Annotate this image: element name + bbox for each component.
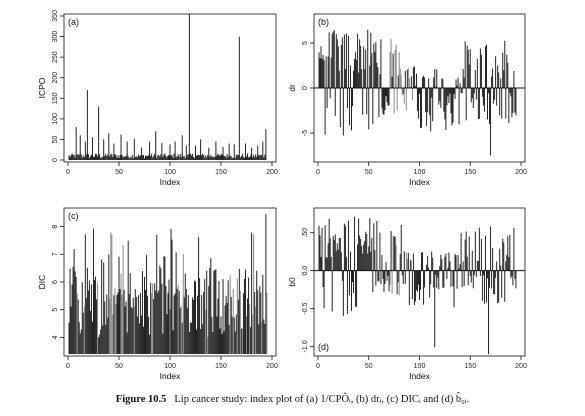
y-tick-label: 50 [52, 135, 59, 143]
y-tick-label: 7 [52, 252, 59, 256]
x-tick-label: 50 [115, 169, 123, 176]
x-tick-label: 150 [215, 169, 227, 176]
x-axis-label: Index [409, 371, 431, 381]
x-tick-label: 100 [164, 169, 176, 176]
y-tick-label: 8 [52, 225, 59, 229]
panel-3: 0 50 100 150 200 -1.0 -0.5 0.0 .50 Index b0 (d) [287, 207, 527, 381]
x-tick-label: 100 [164, 363, 176, 370]
caption-text: Lip cancer study: index plot of (a) 1/CP… [174, 394, 470, 405]
y-tick-label: 5 [52, 308, 59, 312]
x-tick-label: 0 [66, 169, 70, 176]
y-tick-label: 150 [52, 92, 59, 104]
panel-label: (a) [68, 17, 79, 27]
y-tick-label: 0 [52, 158, 59, 162]
y-axis-label: dr [287, 84, 297, 92]
bar-marks [318, 216, 517, 354]
y-axis-label: b0 [287, 277, 297, 287]
panel-label: (b) [318, 17, 329, 27]
y-tick-label: 5 [302, 41, 309, 45]
x-axis-label: Index [409, 177, 431, 187]
y-tick-label: 100 [52, 113, 59, 125]
y-tick-label: 4 [52, 335, 59, 339]
x-axis-label: Index [160, 371, 182, 381]
panel-2: 0 50 100 150 200 4 5 6 7 8 Index DIC (c) [37, 207, 278, 381]
x-tick-label: 0 [66, 363, 70, 370]
y-tick-label: 6 [52, 280, 59, 284]
panel-1: 0 50 100 150 200 -5 0 5 Index dr (b) [287, 13, 527, 187]
bar-marks [68, 214, 268, 354]
y-tick-label: -0.5 [302, 302, 309, 314]
x-tick-label: 200 [515, 169, 527, 176]
panel-0: 0 50 100 150 200 0 50 100 150 200 250 300 350 Index IC… [37, 10, 278, 187]
caption-figure-label: Figure 10.5 [115, 394, 167, 405]
x-tick-label: 150 [215, 363, 227, 370]
x-tick-label: 150 [464, 169, 476, 176]
panel-label: (c) [68, 211, 79, 221]
y-axis-label: DIC [37, 275, 47, 290]
y-tick-label: 300 [52, 31, 59, 43]
y-tick-label: .50 [302, 228, 309, 238]
y-tick-label: 200 [52, 72, 59, 84]
y-tick-label: 350 [52, 10, 59, 22]
x-tick-label: 100 [414, 363, 426, 370]
x-tick-label: 200 [515, 363, 527, 370]
bar-marks [318, 29, 517, 156]
y-tick-label: 0.0 [302, 266, 309, 276]
y-tick-label: 0 [302, 86, 309, 90]
bar-marks [68, 13, 267, 160]
x-tick-label: 0 [316, 363, 320, 370]
x-tick-label: 200 [266, 169, 278, 176]
x-tick-label: 50 [365, 169, 373, 176]
y-tick-label: -1.0 [302, 340, 309, 352]
x-tick-label: 0 [316, 169, 320, 176]
y-tick-label: 250 [52, 51, 59, 63]
x-tick-label: 50 [365, 363, 373, 370]
y-axis-label: ICPO [37, 77, 47, 98]
figure-caption: Figure 10.5 Lip cancer study: index plot … [0, 394, 585, 405]
x-axis-label: Index [160, 177, 182, 187]
x-tick-label: 50 [115, 363, 123, 370]
x-tick-label: 100 [414, 169, 426, 176]
plot-frame [63, 13, 277, 163]
x-tick-label: 150 [464, 363, 476, 370]
x-tick-label: 200 [266, 363, 278, 370]
panel-label: (d) [318, 342, 329, 352]
y-tick-label: -5 [302, 130, 309, 136]
